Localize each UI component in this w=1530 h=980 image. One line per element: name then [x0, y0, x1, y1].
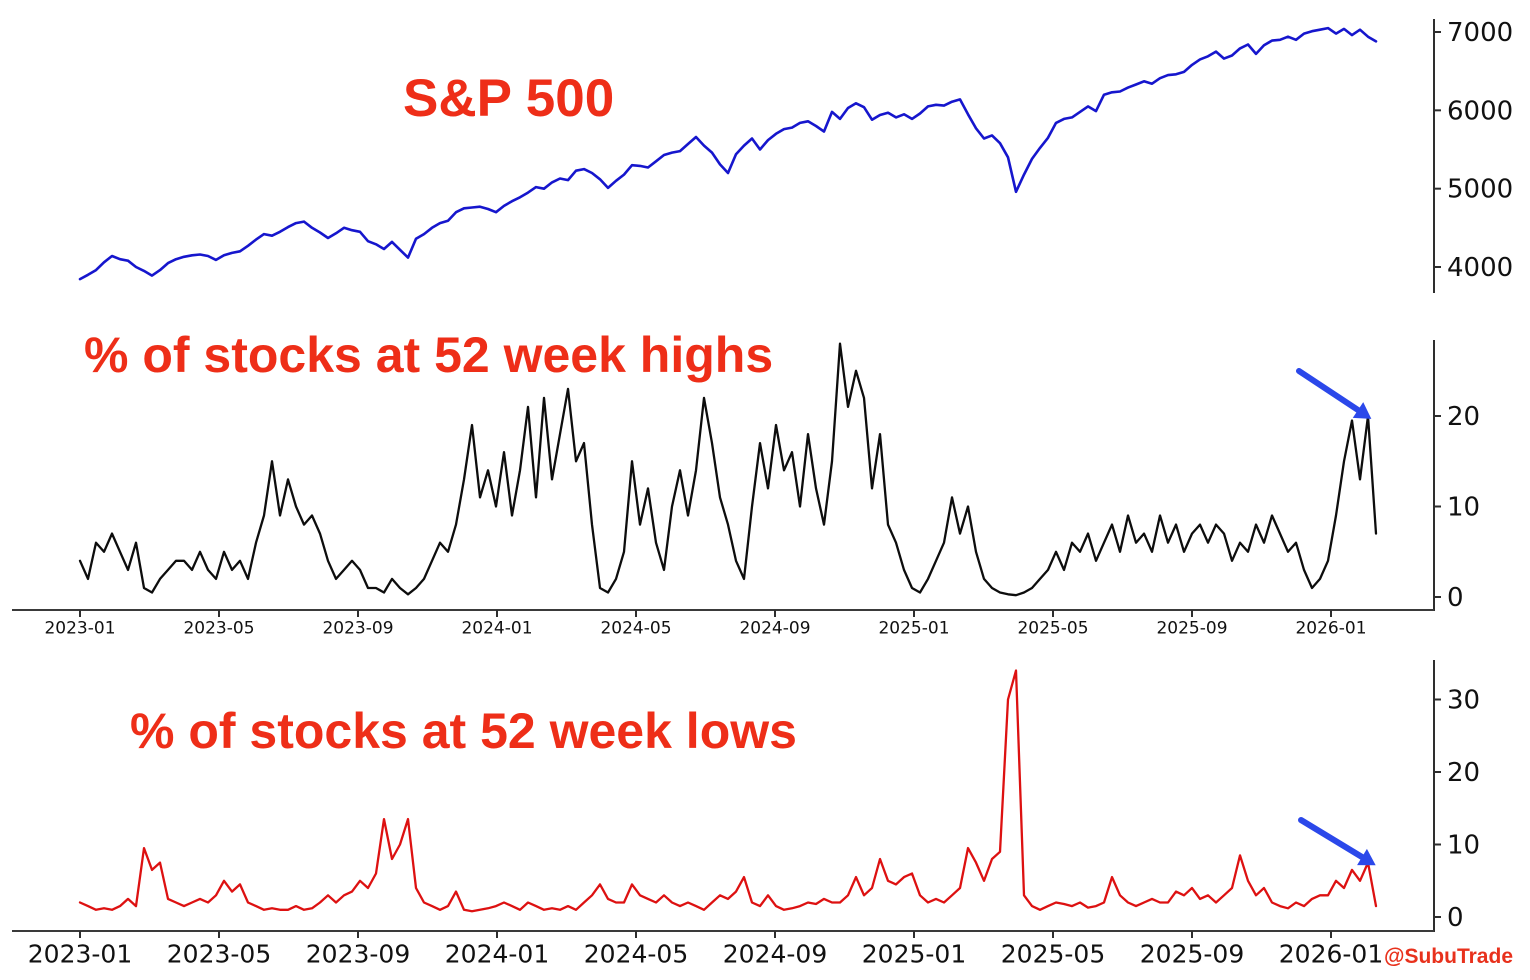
sp500-ytick-label: 7000: [1447, 18, 1513, 48]
pct_52w_highs-xtick-label: 2025-05: [1017, 618, 1088, 638]
pct_52w_lows-xtick-label: 2025-01: [862, 939, 966, 968]
pct_52w_highs-xtick-label: 2025-09: [1156, 618, 1227, 638]
pct_52w_highs-ytick-label: 20: [1447, 402, 1480, 432]
pct_52w_lows-xtick-label: 2026-01: [1279, 939, 1383, 968]
pct_52w_highs-arrow-head-icon: [1352, 402, 1372, 419]
pct_52w_lows-ytick-label: 10: [1447, 831, 1480, 861]
pct_52w_highs-xtick-label: 2024-05: [600, 618, 671, 638]
sp500-title: S&P 500: [403, 69, 615, 128]
pct_52w_lows-xtick-label: 2023-05: [167, 939, 271, 968]
watermark: @SubuTrade: [1384, 945, 1513, 968]
pct_52w_lows-ytick-label: 20: [1447, 758, 1480, 788]
pct_52w_lows-xtick-label: 2023-09: [306, 939, 410, 968]
pct_52w_highs-xtick-label: 2024-01: [461, 618, 532, 638]
pct-52w-highs-title: % of stocks at 52 week highs: [84, 327, 774, 383]
pct_52w_lows-xtick-label: 2023-01: [28, 939, 132, 968]
pct_52w_lows-ytick-label: 0: [1447, 903, 1464, 933]
pct_52w_highs-line: [78, 342, 1378, 597]
pct_52w_lows-line: [78, 669, 1378, 913]
pct_52w_lows-xtick-label: 2025-05: [1001, 939, 1105, 968]
pct_52w_highs-arrow-shaft: [1296, 368, 1361, 413]
pct-52w-lows-title: % of stocks at 52 week lows: [130, 703, 797, 759]
pct_52w_highs-xtick-label: 2023-05: [183, 618, 254, 638]
pct_52w_highs-xtick-label: 2026-01: [1295, 618, 1366, 638]
pct_52w_lows-xtick-label: 2024-05: [584, 939, 688, 968]
pct_52w_lows-xtick-label: 2025-09: [1140, 939, 1244, 968]
pct_52w_lows-arrow-head-icon: [1357, 848, 1376, 866]
pct_52w_highs-ytick-label: 10: [1447, 493, 1480, 523]
pct_52w_lows-xtick-label: 2024-01: [445, 939, 549, 968]
pct_52w_lows-arrow-shaft: [1298, 817, 1365, 860]
pct_52w_highs-xtick-label: 2023-01: [44, 618, 115, 638]
pct_52w_highs-ytick-label: 0: [1447, 583, 1464, 613]
pct_52w_lows-xtick-label: 2024-09: [723, 939, 827, 968]
sp500-ytick-label: 4000: [1447, 253, 1513, 283]
sp500-ytick-label: 5000: [1447, 175, 1513, 205]
pct_52w_highs-xtick-label: 2025-01: [878, 618, 949, 638]
pct_52w_lows-ytick-label: 30: [1447, 686, 1480, 716]
sp500-line: [78, 26, 1378, 281]
sp500-ytick-label: 6000: [1447, 96, 1513, 126]
pct_52w_highs-xtick-label: 2024-09: [739, 618, 810, 638]
pct_52w_highs-xtick-label: 2023-09: [322, 618, 393, 638]
